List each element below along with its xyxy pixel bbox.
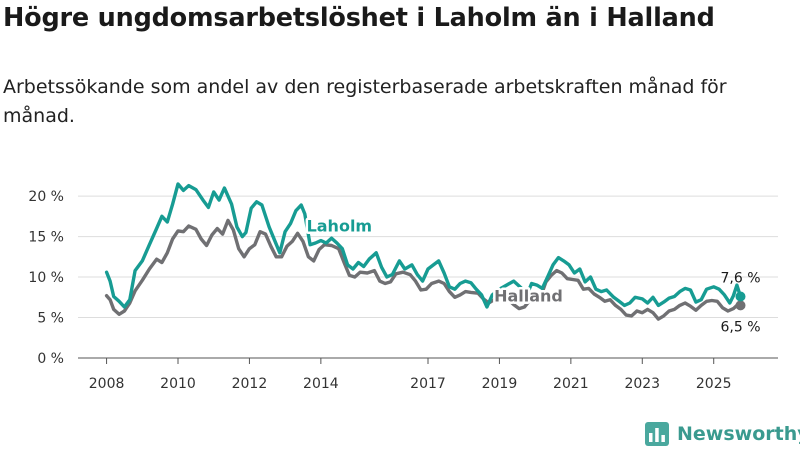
y-tick-label: 10 % [28,270,64,286]
bar-chart-icon [645,422,669,446]
brand-name: Newsworthy [677,423,800,445]
x-tick-label: 2025 [696,376,732,392]
newsworthy-brand: Newsworthy [645,420,800,448]
series-line-halland [104,218,743,321]
svg-text:Laholm: Laholm [307,217,373,236]
y-tick-label: 5 % [37,311,64,327]
grid-layer [78,195,778,359]
x-tick-label: 2008 [89,376,125,392]
y-tick-label: 20 % [28,189,64,205]
x-tick-label: 2023 [624,376,660,392]
x-tick-label: 2010 [160,376,196,392]
y-tick-label: 0 % [37,351,64,367]
svg-text:Halland: Halland [494,286,563,305]
end-point-halland [735,300,746,311]
axis-layer: 0 % 5 % 10 % 15 % 20 % 2008 2010 2012 2014 2017 20… [28,189,731,392]
y-tick-label: 15 % [28,230,64,246]
svg-text:Halland: Halland [494,286,563,305]
end-point-laholm [735,291,746,302]
chart-subtitle: Arbetssökande som andel av den registerb… [3,76,727,127]
x-tick-label: 2012 [232,376,268,392]
svg-text:Laholm: Laholm [307,217,373,236]
chart-title: Högre ungdomsarbetslöshet i Laholm än i … [3,3,715,33]
end-label-laholm: 7,6 % [721,270,761,286]
series-line-laholm [104,182,743,309]
x-tick-label: 2019 [482,376,518,392]
series-layer [104,182,746,321]
end-label-halland: 6,5 % [721,319,761,335]
x-tick-label: 2017 [410,376,446,392]
x-tick-label: 2021 [553,376,589,392]
x-tick-label: 2014 [303,376,339,392]
